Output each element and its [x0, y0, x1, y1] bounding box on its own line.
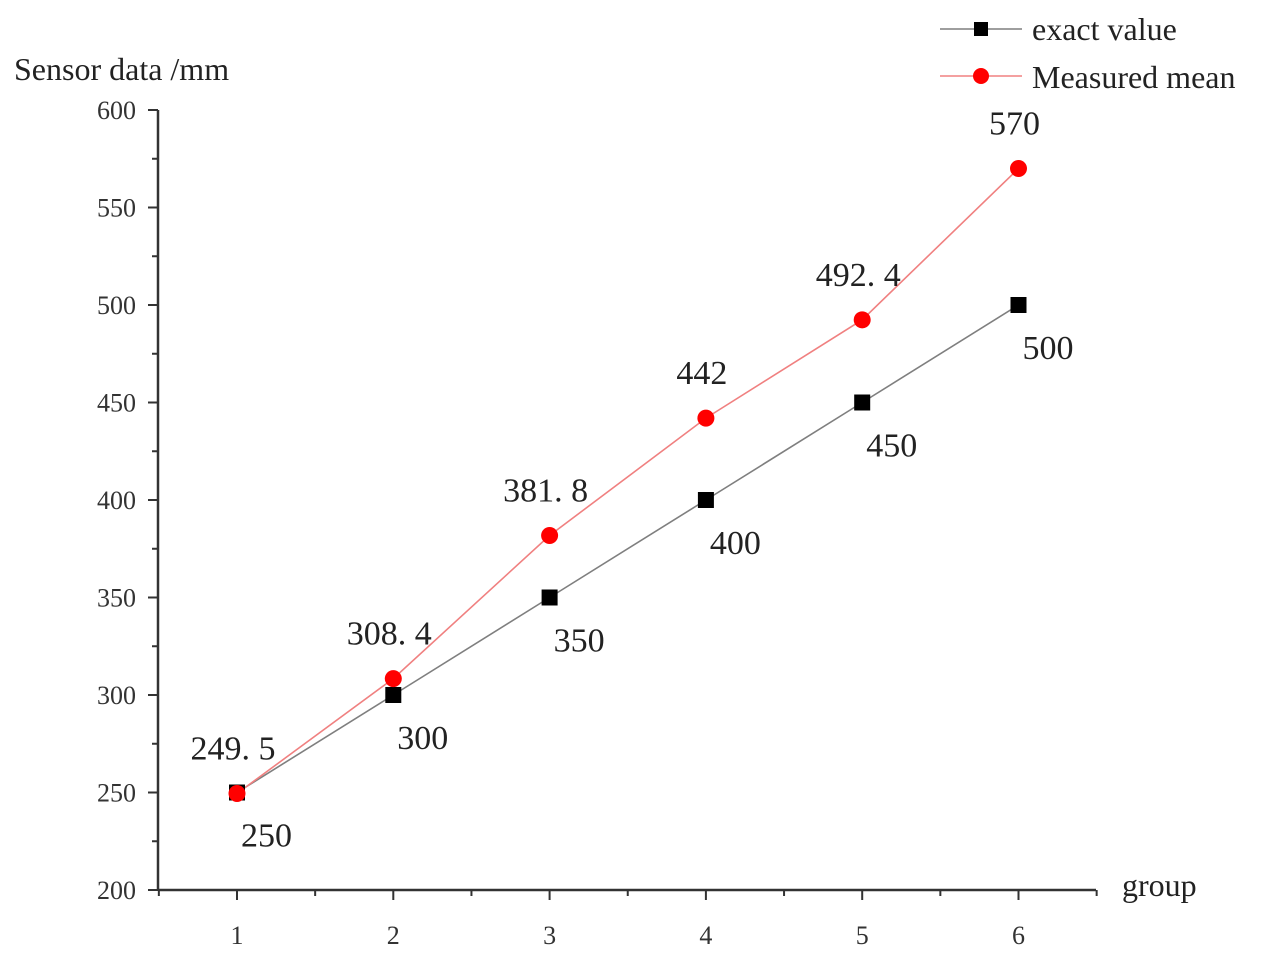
data-labels: 250 300 350 400 450 500 249. 5 308. 4 381. 8 442 4… — [191, 106, 1074, 855]
series-line — [236, 167, 1020, 795]
exact-value-point — [697, 492, 714, 508]
exact-value-point — [1010, 297, 1027, 313]
exact-value-point — [541, 589, 558, 606]
measured-mean-label: 249. 5 — [191, 730, 276, 767]
measured-mean-label: 442 — [676, 355, 727, 392]
legend-exact-label: exact value — [1032, 11, 1177, 47]
x-tick-label: 4 — [699, 921, 712, 950]
exact-value-label: 250 — [241, 818, 292, 855]
measured-mean-label: 570 — [989, 106, 1040, 143]
x-tick-label: 3 — [543, 921, 556, 950]
y-tick-label: 600 — [97, 96, 136, 125]
exact-value-label: 350 — [554, 623, 605, 660]
y-axis-title: Sensor data /mm — [14, 51, 229, 87]
y-tick-label: 400 — [97, 486, 136, 515]
exact-value-label: 500 — [1023, 330, 1074, 367]
measured-mean-label: 492. 4 — [816, 257, 901, 294]
legend-measured-label: Measured mean — [1032, 59, 1235, 95]
exact-value-label: 450 — [866, 428, 917, 465]
y-tick-label: 550 — [97, 194, 136, 223]
y-tick-label: 200 — [97, 876, 136, 905]
y-tick-label: 450 — [97, 389, 136, 418]
x-tick-label: 5 — [856, 921, 869, 950]
measured-mean-point — [697, 409, 715, 427]
legend: exact value Measured mean — [940, 11, 1235, 95]
measured-mean-label: 381. 8 — [503, 472, 588, 509]
measured-mean-point — [541, 526, 559, 544]
exact-value-label: 400 — [710, 525, 761, 562]
measured-mean-point — [853, 311, 871, 329]
x-axis-title: group — [1122, 867, 1197, 903]
measured-mean-point — [228, 784, 246, 802]
x-tick-label: 6 — [1012, 921, 1025, 950]
y-tick-label: 250 — [97, 779, 136, 808]
series-markers — [228, 160, 1027, 802]
x-ticks: 1 2 3 4 5 6 — [157, 890, 1098, 950]
x-tick-label: 2 — [387, 921, 400, 950]
legend-square-marker-icon — [974, 22, 988, 36]
x-tick-label: 1 — [231, 921, 244, 950]
y-tick-label: 350 — [97, 584, 136, 613]
measured-mean-point — [1010, 160, 1027, 177]
y-tick-label: 500 — [97, 291, 136, 320]
legend-circle-marker-icon — [973, 68, 989, 84]
y-tick-label: 300 — [97, 681, 136, 710]
exact-value-label: 300 — [397, 720, 448, 757]
series-lines — [236, 167, 1020, 795]
series-line — [236, 304, 1019, 794]
measured-mean-point — [384, 670, 402, 688]
measured-mean-label: 308. 4 — [347, 616, 432, 653]
exact-value-point — [854, 394, 871, 411]
y-ticks: 200 250 300 350 400 450 500 550 600 — [97, 96, 158, 905]
exact-value-point — [385, 687, 402, 703]
